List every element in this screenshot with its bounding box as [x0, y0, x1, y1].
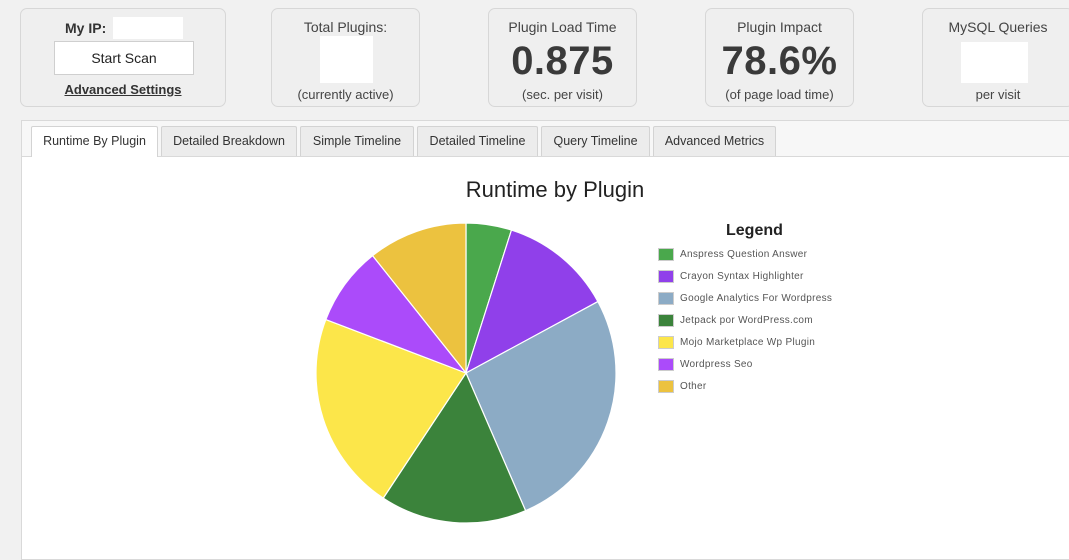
mysql-queries-value	[961, 42, 1028, 83]
tab-bar: Runtime By Plugin Detailed Breakdown Sim…	[22, 121, 1069, 157]
legend-swatch	[658, 336, 674, 349]
legend-label: Wordpress Seo	[680, 359, 753, 370]
legend-swatch	[658, 270, 674, 283]
tab-detailed-timeline[interactable]: Detailed Timeline	[417, 126, 538, 156]
total-plugins-subtitle: (currently active)	[297, 87, 394, 102]
plugin-impact-box: Plugin Impact 78.6% (of page load time)	[705, 8, 854, 107]
ip-value	[113, 17, 183, 39]
tab-advanced-metrics[interactable]: Advanced Metrics	[653, 126, 776, 156]
chart-title: Runtime by Plugin	[465, 177, 645, 202]
legend-label: Crayon Syntax Highlighter	[680, 271, 804, 282]
plugin-load-time-title: Plugin Load Time	[508, 19, 617, 35]
total-plugins-title: Total Plugins:	[303, 19, 388, 35]
ip-scan-box: My IP: Start Scan Advanced Settings	[20, 8, 226, 107]
plugin-impact-title: Plugin Impact	[737, 19, 822, 35]
legend-title: Legend	[726, 222, 783, 239]
legend-swatch	[658, 248, 674, 261]
plugin-impact-value: 78.6%	[721, 39, 838, 83]
pie-slice-mojo-marketplace-wp-plugin	[315, 318, 467, 499]
legend-swatch	[658, 358, 674, 371]
mysql-queries-title: MySQL Queries	[948, 19, 1048, 35]
legend-label: Jetpack por WordPress.com	[680, 315, 813, 326]
tab-detailed-breakdown[interactable]: Detailed Breakdown	[161, 126, 297, 156]
plugin-load-time-box: Plugin Load Time 0.875 (sec. per visit)	[488, 8, 637, 107]
tab-runtime-by-plugin[interactable]: Runtime By Plugin	[31, 126, 158, 157]
pie-slice-jetpack-por-wordpress-com	[382, 371, 527, 524]
ip-label: My IP:	[65, 20, 107, 36]
legend-label: Google Analytics For Wordpress	[680, 293, 833, 304]
advanced-settings-link[interactable]: Advanced Settings	[64, 82, 182, 97]
total-plugins-value	[320, 36, 373, 83]
legend-label: Mojo Marketplace Wp Plugin	[680, 337, 816, 348]
legend-swatch	[658, 292, 674, 305]
tab-query-timeline[interactable]: Query Timeline	[541, 126, 650, 156]
pie-slice-other	[371, 222, 467, 375]
legend-label: Other	[680, 381, 707, 392]
plugin-impact-subtitle: (of page load time)	[725, 87, 834, 102]
plugin-load-time-value: 0.875	[511, 39, 614, 83]
legend-swatch	[658, 314, 674, 327]
total-plugins-box: Total Plugins: (currently active)	[271, 8, 420, 107]
mysql-queries-box: MySQL Queries per visit	[922, 8, 1069, 107]
start-scan-button[interactable]: Start Scan	[54, 41, 194, 75]
mysql-queries-subtitle: per visit	[975, 87, 1021, 102]
legend-swatch	[658, 380, 674, 393]
ip-row: My IP:	[21, 17, 225, 39]
tab-simple-timeline[interactable]: Simple Timeline	[300, 126, 414, 156]
legend-label: Anspress Question Answer	[680, 249, 808, 260]
plugin-load-time-subtitle: (sec. per visit)	[522, 87, 603, 102]
pie-slice-crayon-syntax-highlighter	[464, 229, 599, 375]
